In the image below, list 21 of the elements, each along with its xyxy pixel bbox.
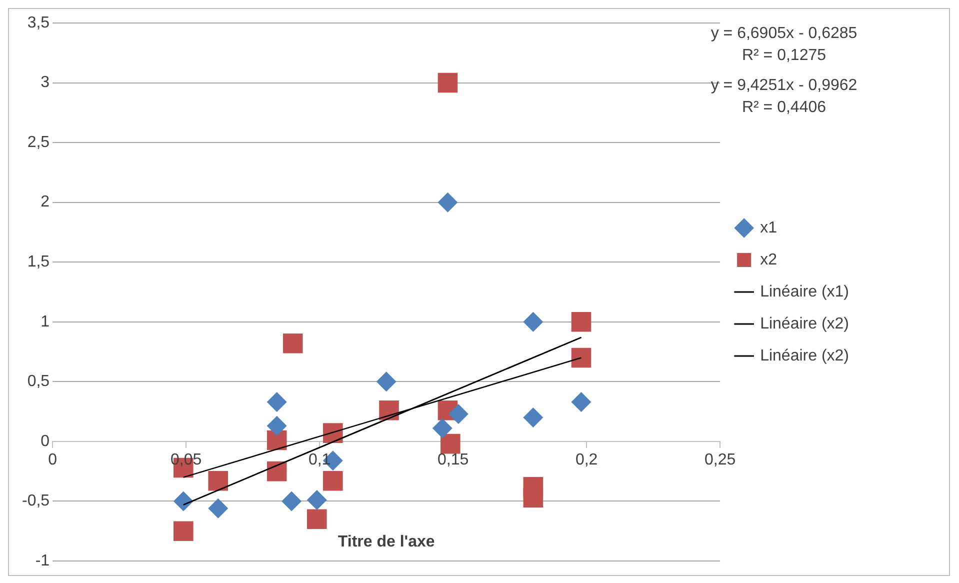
y-tick-label: -0,5: [22, 492, 50, 510]
y-tick-label: 0: [40, 432, 50, 450]
legend-label: Linéaire (x2): [760, 347, 850, 364]
y-tick-label: 1: [40, 313, 50, 330]
x-tick-label: 0,25: [704, 451, 736, 468]
annotation: y = 6,6905x - 0,6285 R² = 0,1275: [710, 24, 858, 66]
annotation: y = 9,4251x - 0,9962 R² = 0,4406: [710, 76, 858, 118]
legend-label: x2: [760, 251, 778, 268]
legend-label: Linéaire (x1): [760, 283, 850, 300]
legend-label: Linéaire (x2): [760, 315, 850, 332]
y-tick-label: 3: [40, 74, 50, 92]
x-axis-title: Titre de l'axe: [338, 534, 435, 551]
y-tick-label: 1,5: [27, 254, 50, 271]
x-tick-label: 0,2: [575, 451, 598, 468]
x-tick-label: 0,15: [438, 451, 469, 468]
y-tick-label: 2,5: [27, 134, 50, 151]
y-tick-label: -1: [35, 552, 50, 570]
legend-label: x1: [760, 219, 778, 236]
y-tick-label: 0,5: [27, 373, 50, 390]
y-tick-label: 3,5: [27, 14, 50, 32]
y-tick-label: 2: [40, 194, 50, 211]
